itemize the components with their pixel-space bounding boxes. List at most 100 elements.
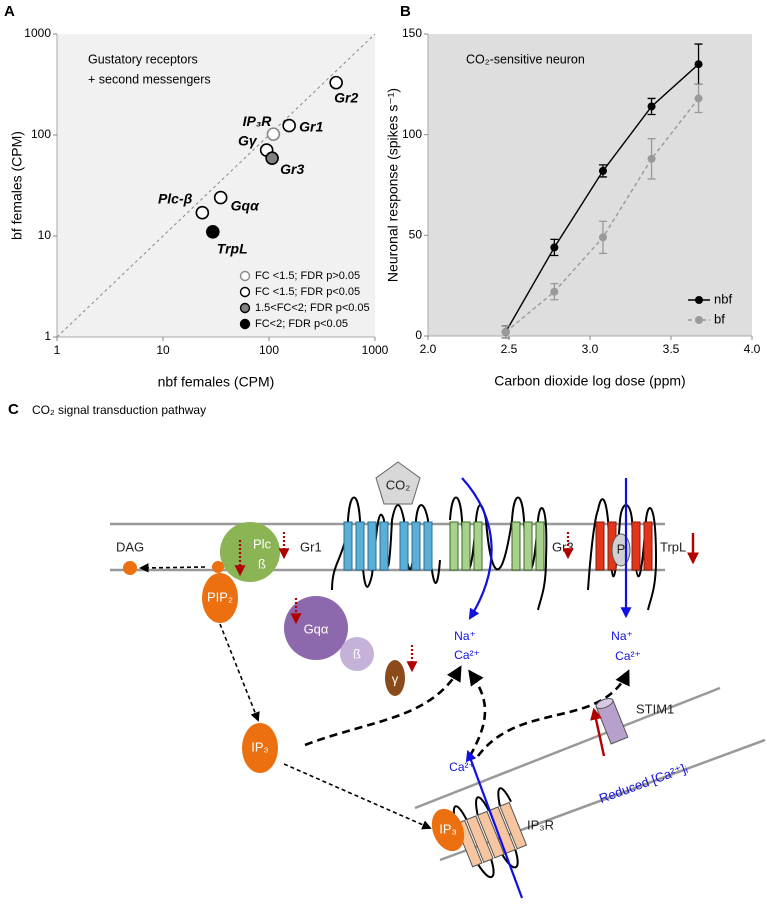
label: IP₃: [251, 739, 269, 754]
point: [647, 102, 656, 111]
label: IP₃: [439, 821, 457, 836]
legend-marker: [239, 270, 251, 282]
label: Na⁺: [454, 629, 476, 643]
annotation: + second messengers: [88, 72, 211, 86]
y-tick-label: 10: [38, 228, 52, 242]
point-label: Gqα: [231, 197, 260, 213]
helix: [423, 521, 433, 571]
label: Gr1: [300, 539, 322, 554]
x-tick-label: 4.0: [744, 342, 761, 356]
helix: [535, 521, 545, 571]
label: TrpL: [660, 539, 686, 554]
helix: [367, 521, 377, 571]
arrow: [219, 623, 260, 722]
point: [206, 225, 220, 239]
annotation: Gustatory receptors: [88, 52, 198, 66]
co2-molecule: [375, 461, 421, 505]
arrow: [139, 563, 206, 573]
label: Ca²⁺: [615, 649, 641, 663]
ip3: [242, 723, 278, 773]
y-tick-label: 1: [44, 329, 51, 343]
helix: [511, 521, 521, 571]
legend-label: FC<2; FDR p<0.05: [255, 318, 348, 330]
label: STIM1: [636, 701, 674, 716]
ion-flow: [465, 749, 524, 899]
gr1-helices: [343, 521, 433, 571]
panel-letter: C: [8, 401, 19, 418]
pathway-diagram: C CO₂ signal transduction pathway DAG Pl…: [8, 401, 766, 899]
x-tick-label: 3.0: [582, 342, 599, 356]
y-axis-label: bf females (CPM): [9, 131, 25, 240]
point: [282, 118, 296, 133]
plot-background: [428, 34, 752, 336]
legend-marker: [695, 316, 703, 324]
y-tick-label: 1000: [24, 26, 51, 40]
point-label: TrpL: [217, 241, 248, 257]
x-tick-label: 1: [54, 343, 61, 357]
up-arrow: [590, 707, 606, 757]
label: Na⁺: [611, 629, 633, 643]
point: [501, 327, 510, 336]
receptor-loop: [452, 787, 519, 878]
legend-marker: [695, 296, 703, 304]
point-label: Gr1: [299, 118, 323, 134]
pip2: [202, 573, 238, 623]
y-tick-label: 100: [402, 127, 422, 141]
x-tick-label: 3.5: [663, 342, 680, 356]
point: [195, 205, 210, 220]
helix: [595, 521, 605, 571]
gr3-helices: [449, 521, 545, 571]
legend-label: FC <1.5; FDR p>0.05: [255, 270, 360, 282]
label: Ca²⁺: [449, 760, 475, 774]
helix: [643, 521, 653, 571]
y-tick-label: 0: [415, 328, 422, 342]
dag: [123, 561, 137, 575]
point: [598, 166, 607, 175]
y-tick-label: 150: [402, 26, 422, 40]
arrow: [304, 665, 462, 747]
stim1-top: [595, 697, 614, 709]
helix: [473, 521, 483, 571]
helix: [631, 521, 641, 571]
label: DAG: [116, 539, 144, 554]
gq-alpha: [284, 596, 348, 660]
g-gamma: [385, 660, 405, 696]
diagram-title: CO₂ signal transduction pathway: [32, 403, 206, 417]
legend-label: 1.5<FC<2; FDR p<0.05: [255, 302, 370, 314]
ip3-bound: [431, 808, 465, 852]
er-membrane: [414, 686, 721, 810]
legend-label: nbf: [714, 291, 732, 306]
stim1: [595, 697, 629, 745]
point: [647, 154, 656, 163]
label: ß: [353, 646, 361, 661]
point: [694, 94, 703, 103]
helix: [499, 801, 528, 850]
point-label: Gγ: [238, 133, 258, 149]
label: Plc: [253, 536, 272, 551]
helix: [355, 521, 365, 571]
y-axis-label: Neuronal response (spikes s⁻¹): [385, 88, 401, 282]
label: ß: [258, 556, 266, 571]
x-tick-label: 100: [259, 343, 279, 357]
legend-marker: [239, 318, 251, 330]
arrow: [468, 669, 487, 757]
point-label: Plc-β: [158, 190, 193, 206]
panel-letter: B: [400, 3, 411, 20]
point: [694, 60, 703, 69]
helix: [477, 810, 505, 859]
helix: [399, 521, 409, 571]
label: IP₃R: [527, 817, 554, 832]
label: γ: [392, 671, 399, 686]
helix: [523, 521, 533, 571]
point-label: IP₃R: [243, 113, 273, 129]
g-beta: [340, 637, 374, 671]
panel-letter: A: [4, 3, 15, 20]
legend-label: bf: [714, 311, 725, 326]
point-label: Gr2: [334, 89, 358, 105]
label: Gr3: [552, 539, 574, 554]
plc: [220, 522, 280, 582]
label: CO₂: [386, 477, 411, 492]
y-tick-label: 100: [31, 127, 51, 141]
